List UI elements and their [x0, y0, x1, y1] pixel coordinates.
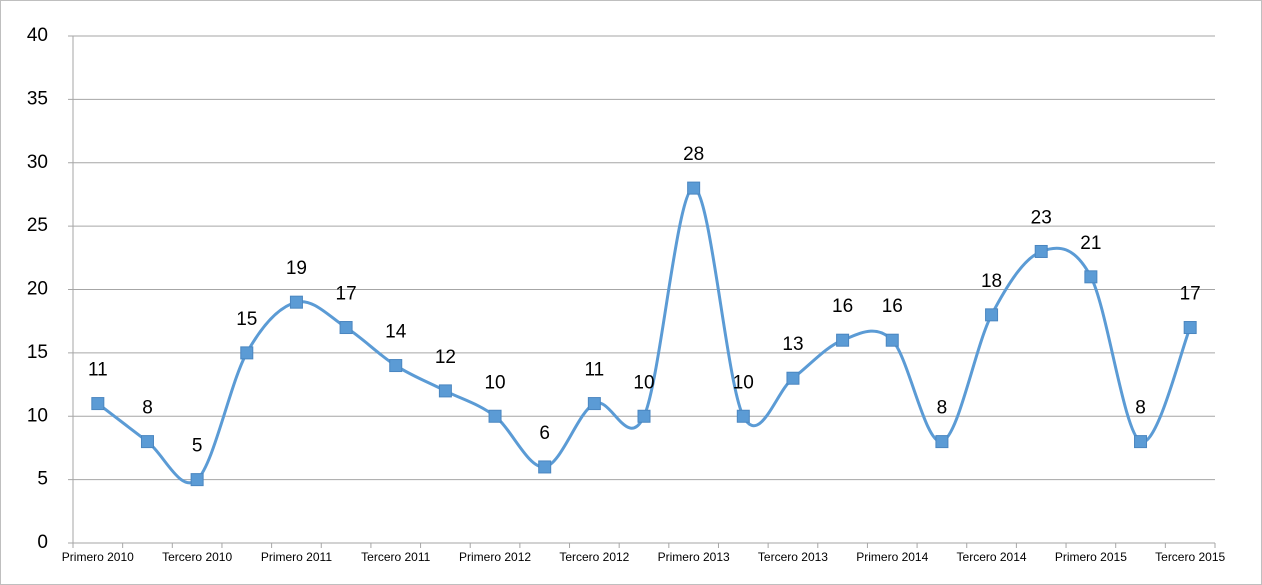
data-label: 15	[236, 309, 257, 330]
y-tick-label: 40	[27, 25, 48, 46]
marker	[885, 333, 899, 347]
data-label: 23	[1031, 207, 1052, 228]
y-tick-label: 30	[27, 152, 48, 173]
x-tick-label: Tercero 2011	[361, 550, 430, 564]
marker	[140, 435, 154, 449]
marker	[389, 359, 403, 373]
data-label: 12	[435, 347, 456, 368]
marker	[587, 397, 601, 411]
marker	[190, 473, 204, 487]
marker	[488, 409, 502, 423]
data-label: 10	[484, 372, 505, 393]
y-tick-label: 35	[27, 88, 48, 109]
x-tick-label: Tercero 2015	[1155, 550, 1225, 564]
data-label: 14	[385, 322, 407, 343]
data-label: 17	[1180, 284, 1201, 305]
y-tick-label: 25	[27, 215, 48, 236]
marker	[438, 384, 452, 398]
data-label: 18	[981, 271, 1002, 292]
x-tick-label: Primero 2015	[1055, 550, 1127, 564]
data-label: 19	[286, 258, 307, 279]
marker	[1084, 270, 1098, 284]
x-tick-label: Primero 2014	[856, 550, 928, 564]
marker	[240, 346, 254, 360]
x-tick-label: Tercero 2010	[162, 550, 232, 564]
marker	[637, 409, 651, 423]
marker	[339, 321, 353, 335]
data-label: 8	[142, 398, 153, 419]
data-label: 6	[539, 423, 550, 444]
marker	[538, 460, 552, 474]
x-tick-label: Primero 2010	[62, 550, 134, 564]
x-tick-label: Primero 2011	[261, 550, 332, 564]
data-label: 16	[882, 296, 903, 317]
data-label: 5	[192, 436, 203, 457]
y-tick-label: 20	[27, 279, 48, 300]
y-tick-label: 0	[37, 532, 48, 553]
data-label: 11	[88, 360, 108, 381]
data-label: 21	[1080, 233, 1101, 254]
marker	[1183, 321, 1197, 335]
marker	[786, 371, 800, 385]
marker	[1134, 435, 1148, 449]
data-label: 11	[584, 360, 604, 381]
data-label: 16	[832, 296, 853, 317]
data-label: 8	[1135, 398, 1146, 419]
marker	[1034, 244, 1048, 258]
data-label: 10	[733, 372, 754, 393]
x-tick-label: Tercero 2012	[559, 550, 629, 564]
marker	[935, 435, 949, 449]
marker	[836, 333, 850, 347]
data-label: 10	[633, 372, 654, 393]
data-label: 13	[782, 334, 803, 355]
y-tick-label: 15	[27, 342, 48, 363]
marker	[736, 409, 750, 423]
x-tick-label: Primero 2013	[658, 550, 730, 564]
x-tick-label: Primero 2012	[459, 550, 531, 564]
data-label: 8	[937, 398, 948, 419]
marker	[289, 295, 303, 309]
marker	[985, 308, 999, 322]
marker	[91, 397, 105, 411]
y-tick-label: 5	[37, 469, 48, 490]
marker	[687, 181, 701, 195]
data-label: 17	[336, 284, 357, 305]
data-label: 28	[683, 144, 704, 165]
y-tick-label: 10	[27, 405, 48, 426]
x-tick-label: Tercero 2014	[957, 550, 1027, 564]
x-tick-label: Tercero 2013	[758, 550, 828, 564]
